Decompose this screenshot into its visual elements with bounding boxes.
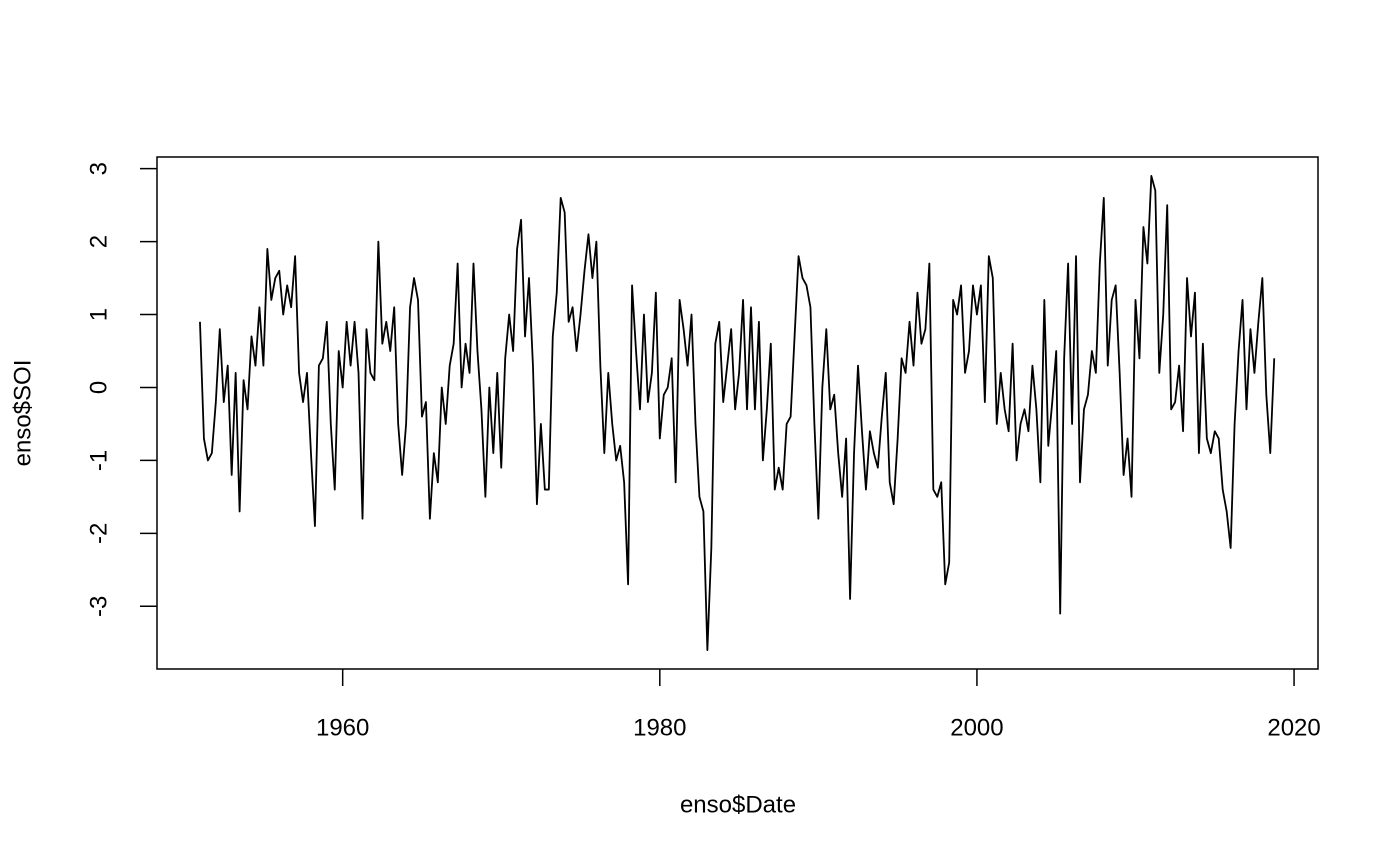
x-tick-label: 2000 bbox=[950, 714, 1003, 741]
y-tick-label: 1 bbox=[85, 308, 112, 321]
y-tick-label: 3 bbox=[85, 162, 112, 175]
y-tick-label: -2 bbox=[85, 523, 112, 544]
x-tick-label: 1960 bbox=[316, 714, 369, 741]
x-tick-label: 2020 bbox=[1267, 714, 1320, 741]
y-tick-label: 2 bbox=[85, 235, 112, 248]
y-tick-label: -1 bbox=[85, 450, 112, 471]
y-axis-label: enso$SOI bbox=[9, 360, 36, 467]
x-tick-label: 1980 bbox=[633, 714, 686, 741]
y-tick-label: 0 bbox=[85, 381, 112, 394]
x-axis-label: enso$Date bbox=[680, 791, 796, 818]
soi-line bbox=[199, 175, 1276, 651]
plot-frame bbox=[156, 156, 1319, 670]
y-tick-label: -3 bbox=[85, 596, 112, 617]
